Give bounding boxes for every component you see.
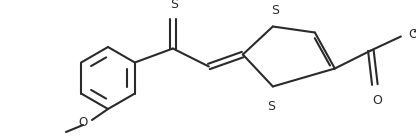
Text: S: S bbox=[271, 4, 279, 17]
Text: O: O bbox=[372, 94, 382, 108]
Text: O: O bbox=[408, 28, 416, 41]
Text: O: O bbox=[79, 116, 88, 129]
Text: S: S bbox=[170, 0, 178, 10]
Text: S: S bbox=[267, 101, 275, 114]
